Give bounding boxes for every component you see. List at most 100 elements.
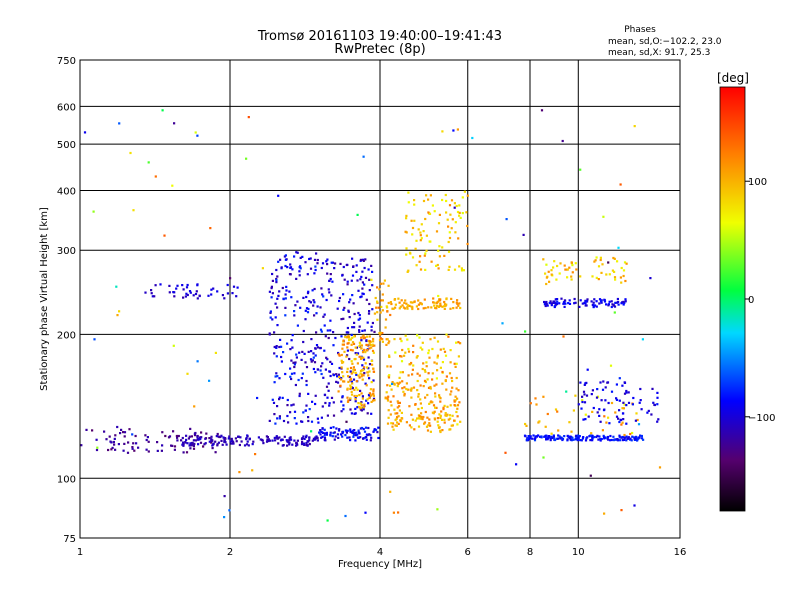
data-point [618,399,621,402]
data-point [196,297,199,300]
data-point [220,434,223,437]
data-point [333,438,336,441]
data-point [335,427,338,430]
data-point [416,355,419,358]
data-point [524,422,527,426]
data-point [447,418,450,421]
data-point [304,361,307,364]
data-point [107,448,110,452]
data-point [613,276,617,279]
data-point [266,436,269,439]
data-point [419,234,422,237]
data-point [274,422,277,425]
data-point [600,271,603,274]
data-point [393,298,397,301]
data-point [293,363,296,366]
data-point [631,435,634,438]
data-point [441,429,444,432]
data-point [620,281,623,284]
data-point [614,301,617,304]
data-point [218,435,221,439]
data-point [299,267,302,270]
data-point [420,237,423,240]
data-point [371,349,375,352]
data-point [566,268,569,271]
data-point [445,388,448,391]
data-point [400,340,403,343]
data-point [451,379,454,383]
data-point [460,269,464,272]
data-point [265,440,269,443]
data-point [390,388,393,391]
data-point [251,469,254,472]
data-point [314,347,317,350]
data-point [293,310,296,313]
data-point [291,346,294,349]
data-point [419,239,422,242]
data-point [631,403,634,406]
data-point [428,422,431,425]
data-point [295,277,298,280]
data-point [426,393,429,397]
data-point [300,358,303,361]
data-point [342,317,345,320]
data-point [562,302,565,305]
data-point [607,438,610,441]
data-point [300,377,303,380]
data-point [384,396,387,399]
data-point [221,294,224,297]
data-point [268,439,272,442]
data-point [333,431,336,434]
data-point [323,324,326,327]
data-point [321,262,325,265]
data-point [439,400,442,403]
data-point [350,380,353,383]
data-point [339,378,343,381]
data-point [622,407,625,410]
data-point [132,209,135,212]
data-point [449,428,452,431]
data-point [590,393,593,396]
data-point [161,444,164,447]
data-point [341,347,344,350]
data-point [558,302,561,305]
data-point [425,249,428,252]
data-point [286,404,289,407]
data-point [615,398,619,401]
data-point [414,419,417,422]
data-point [314,394,317,397]
data-point [403,307,407,310]
data-point [345,263,348,267]
data-point [411,307,414,311]
data-point [352,265,355,268]
data-point [595,276,598,279]
y-tick-label: 500 [57,140,76,151]
data-point [280,345,283,348]
data-point [182,441,185,444]
data-point [172,291,175,294]
data-point [91,429,94,432]
y-tick-label: 750 [57,56,76,67]
data-point [362,437,365,440]
data-point [329,360,332,363]
data-point [216,290,219,293]
data-point [456,415,459,418]
data-point [342,339,345,342]
data-point [367,356,370,359]
data-point [562,335,565,338]
data-point [450,227,453,230]
data-point [310,338,313,341]
data-point [656,391,659,394]
data-point [413,219,416,222]
data-point [251,443,254,446]
data-point [284,258,287,261]
data-point [394,306,397,309]
data-point [635,412,638,415]
data-point [370,412,373,415]
data-point [633,437,636,440]
data-point [238,443,241,447]
data-point [190,443,193,446]
data-point [85,428,88,431]
data-point [588,435,591,438]
